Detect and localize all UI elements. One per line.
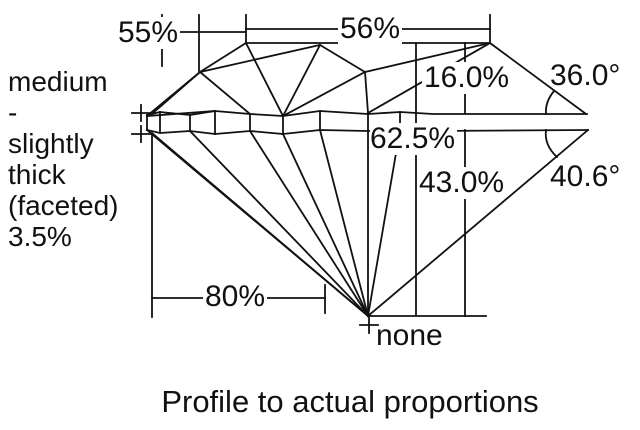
girdle-reference-crosses: [131, 104, 151, 143]
pavilion-angle-label: 40.6°: [550, 160, 621, 193]
total-depth-label: 62.5%: [370, 122, 458, 155]
crown-height-label: 16.0%: [422, 61, 512, 94]
girdle-description-line: (faceted): [8, 190, 119, 221]
girdle-description: medium - slightly thick (faceted) 3.5%: [8, 66, 119, 252]
culet-reference-cross: [359, 316, 379, 334]
pavilion-angle-arc: [544, 128, 559, 159]
crown-angle-arc: [545, 89, 556, 115]
girdle-facet-ticks: [159, 110, 401, 135]
table-size-label: 56%: [338, 12, 403, 45]
girdle-description-line: medium: [8, 66, 108, 97]
star-length-label: 55%: [116, 16, 181, 49]
culet-label: none: [376, 319, 443, 352]
girdle-description-line: -: [8, 97, 18, 128]
diagram-caption: Profile to actual proportions: [161, 384, 539, 419]
girdle-description-line: slightly: [8, 128, 94, 159]
depth-dimension-lines: [367, 42, 487, 317]
crown-angle-label: 36.0°: [550, 59, 621, 92]
pavilion-depth-label: 43.0%: [417, 166, 506, 199]
pavilion-facet-lines: [145, 112, 590, 318]
girdle-description-line: 3.5%: [8, 221, 72, 252]
girdle-description-line: thick: [8, 159, 66, 190]
lower-girdle-length-label: 80%: [203, 280, 268, 313]
